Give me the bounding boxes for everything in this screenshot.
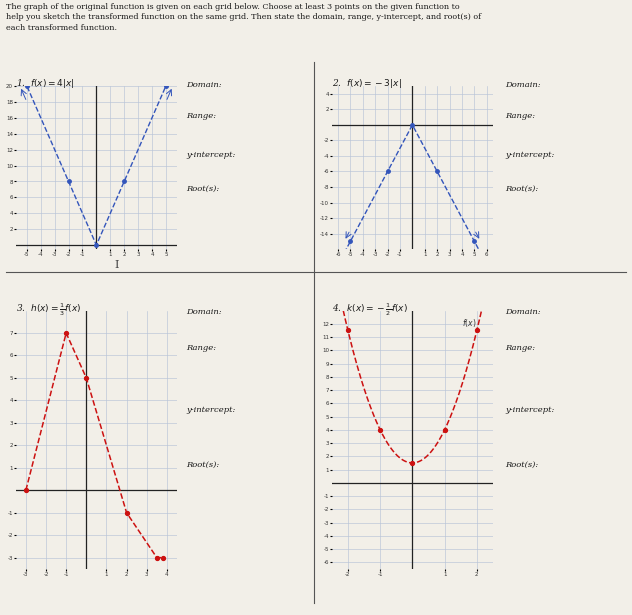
Text: Root(s):: Root(s): bbox=[186, 461, 220, 469]
Text: y-intercept:: y-intercept: bbox=[186, 406, 236, 414]
Text: Range:: Range: bbox=[506, 344, 536, 352]
Text: 3.  $h(x) = \frac{1}{3}f(x)$: 3. $h(x) = \frac{1}{3}f(x)$ bbox=[16, 301, 81, 318]
Text: 2.  $f(x) = -3|x|$: 2. $f(x) = -3|x|$ bbox=[332, 77, 402, 90]
Text: y-intercept:: y-intercept: bbox=[506, 406, 555, 414]
Text: Root(s):: Root(s): bbox=[506, 461, 539, 469]
Text: Root(s):: Root(s): bbox=[186, 184, 220, 192]
Text: I: I bbox=[114, 260, 119, 269]
Text: Domain:: Domain: bbox=[506, 308, 541, 315]
Text: y-intercept:: y-intercept: bbox=[186, 151, 236, 159]
Text: Domain:: Domain: bbox=[506, 81, 541, 89]
Text: The graph of the original function is given on each grid below. Choose at least : The graph of the original function is gi… bbox=[6, 3, 482, 32]
Text: Domain:: Domain: bbox=[186, 308, 222, 315]
Text: y-intercept:: y-intercept: bbox=[506, 151, 555, 159]
Text: Root(s):: Root(s): bbox=[506, 184, 539, 192]
Text: Domain:: Domain: bbox=[186, 81, 222, 89]
Text: $f(x)$: $f(x)$ bbox=[463, 317, 477, 329]
Text: 1.  $f(x) = 4|x|$: 1. $f(x) = 4|x|$ bbox=[16, 77, 75, 90]
Text: Range:: Range: bbox=[186, 112, 217, 120]
Text: Range:: Range: bbox=[186, 344, 217, 352]
Text: 4.  $k(x) = -\frac{1}{2}f(x)$: 4. $k(x) = -\frac{1}{2}f(x)$ bbox=[332, 301, 408, 318]
Text: Range:: Range: bbox=[506, 112, 536, 120]
